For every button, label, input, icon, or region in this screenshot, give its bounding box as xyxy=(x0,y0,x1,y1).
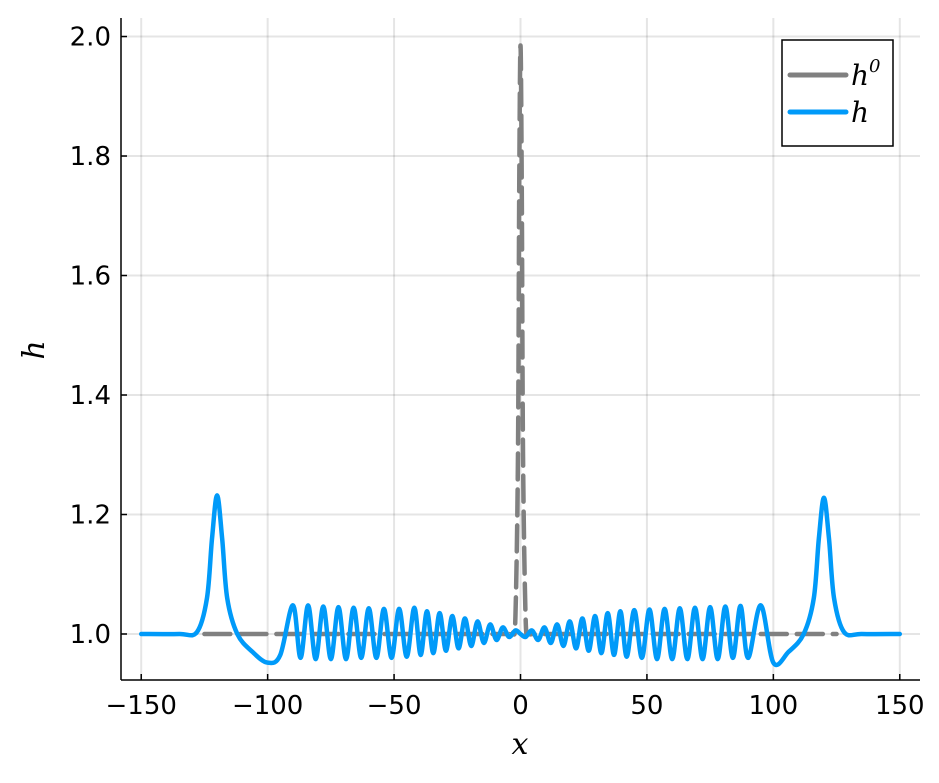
y-axis-label: h xyxy=(17,340,52,359)
x-tick-label-1: −100 xyxy=(232,691,303,721)
x-tick-label-0: −150 xyxy=(106,691,177,721)
x-axis-label: x xyxy=(512,727,529,762)
series-line-h xyxy=(138,493,903,668)
tick-labels: −150 −100 −50 0 50 100 150 1.0 1.2 1.4 1.6 1.8 2.0 xyxy=(70,23,925,721)
axes xyxy=(120,18,920,681)
x-tick-label-5: 100 xyxy=(749,691,799,721)
series-layer xyxy=(138,43,903,668)
x-tick-label-3: 0 xyxy=(512,691,529,721)
legend-box xyxy=(781,39,894,147)
series-line-h0 xyxy=(202,43,839,637)
x-tick-label-2: −50 xyxy=(367,691,422,721)
y-tick-label-2: 1.4 xyxy=(70,381,111,411)
y-tick-label-3: 1.6 xyxy=(70,262,111,292)
y-tick-label-1: 1.2 xyxy=(70,501,111,531)
y-tick-label-0: 1.0 xyxy=(70,620,111,650)
y-tick-label-5: 2.0 xyxy=(70,23,111,53)
x-tick-label-6: 150 xyxy=(875,691,925,721)
grid-lines xyxy=(121,18,920,680)
x-tick-label-4: 50 xyxy=(630,691,663,721)
y-tick-label-4: 1.8 xyxy=(70,142,111,172)
legend-label-h0: h0 xyxy=(851,56,881,92)
legend-label-h: h xyxy=(851,96,869,129)
legend: h0 h xyxy=(781,39,894,147)
